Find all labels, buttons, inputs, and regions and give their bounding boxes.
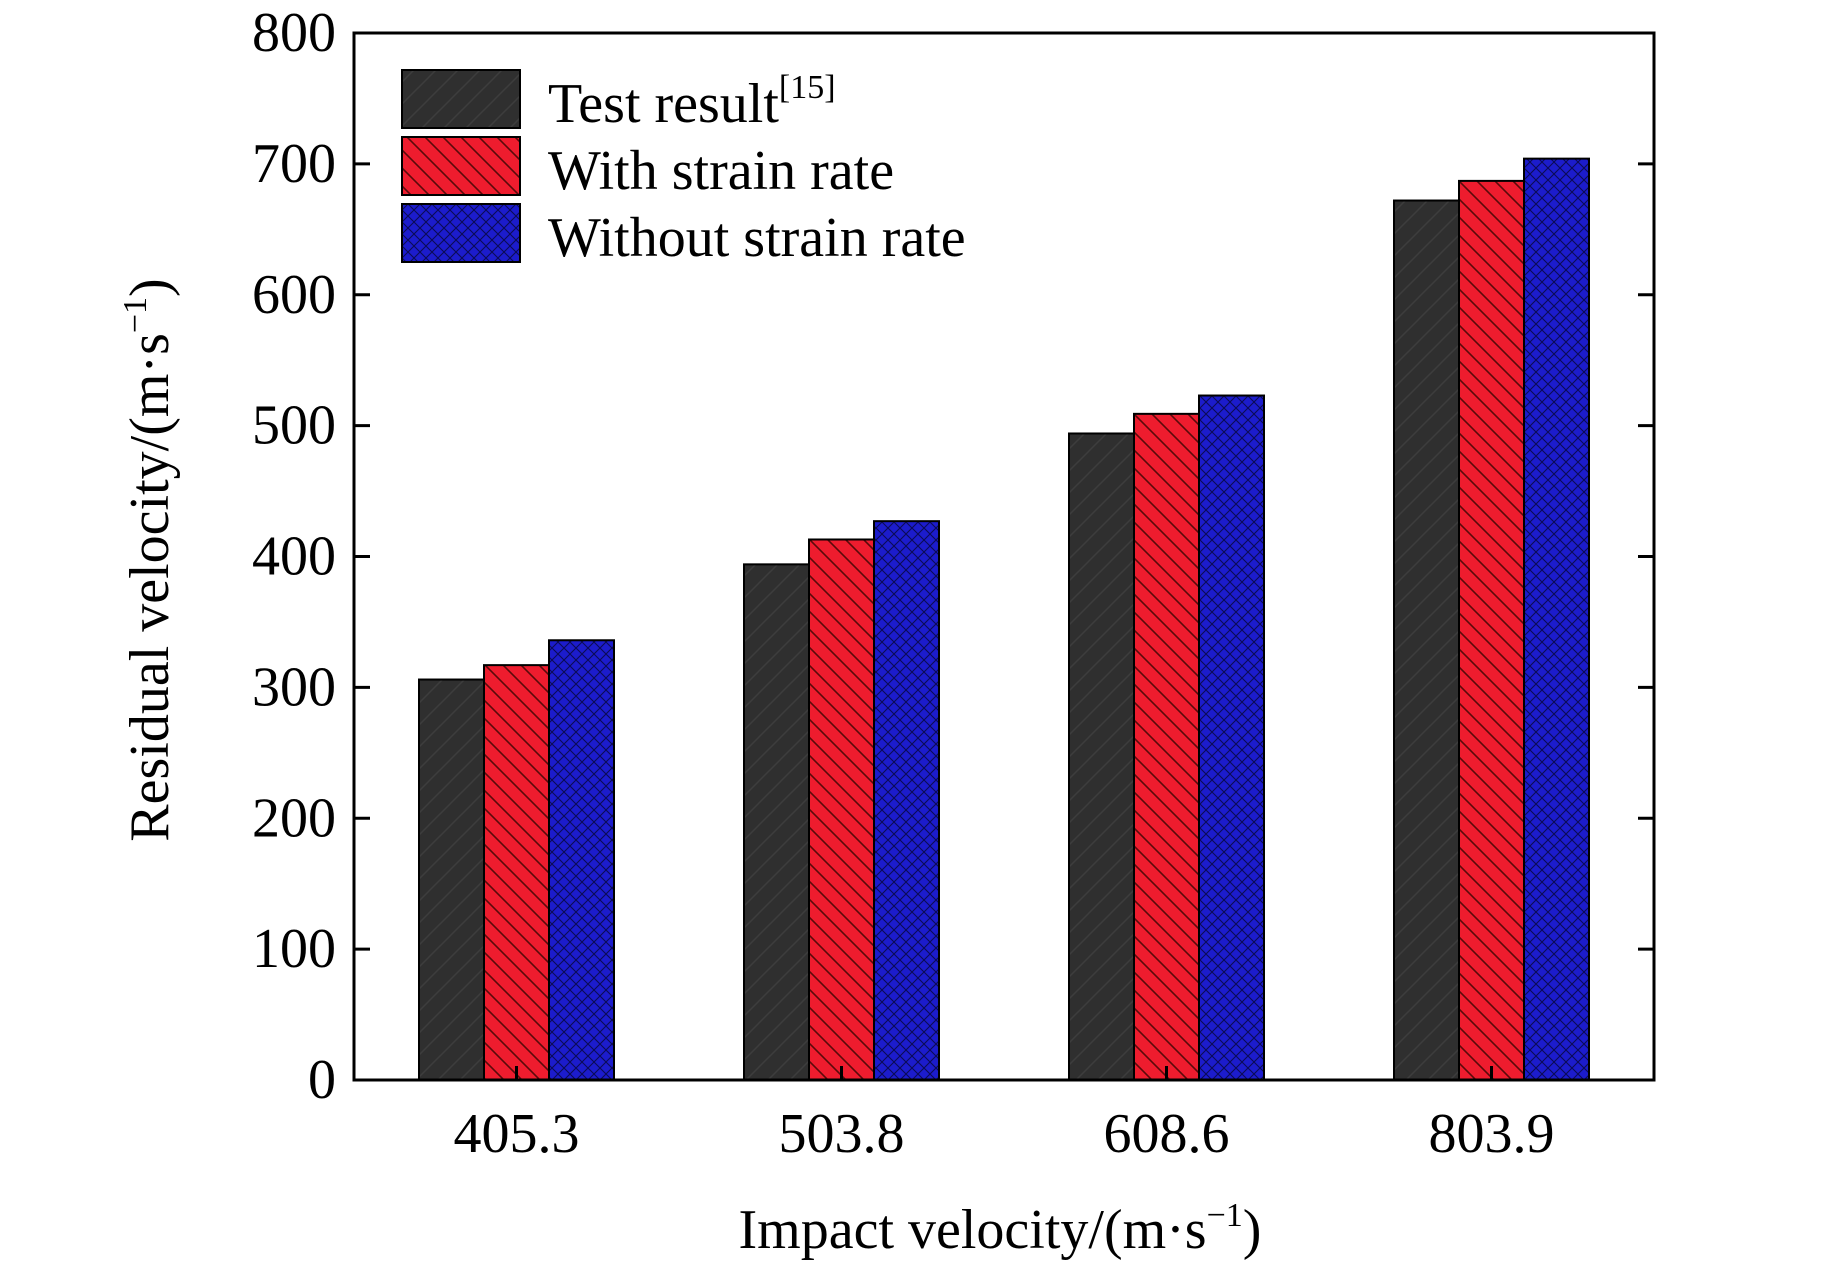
y-tick-label: 0 [308,1049,336,1111]
x-tick-label: 405.3 [454,1103,580,1165]
y-tick-label: 600 [252,264,336,326]
bar-with-strain-rate-503.8 [808,538,875,1081]
bars-group [418,157,1590,1082]
bar-without-strain-rate-803.9 [1523,157,1590,1081]
y-tick-label: 800 [252,2,336,64]
x-tick-label: 803.9 [1429,1103,1555,1165]
x-tick-label: 503.8 [779,1103,905,1165]
bar-test-result-608.6 [1068,432,1135,1082]
y-tick-label: 300 [252,656,336,718]
y-tick-label: 500 [252,395,336,457]
bar-with-strain-rate-803.9 [1458,179,1525,1082]
legend-swatch [401,203,521,263]
x-tick-label: 608.6 [1104,1103,1230,1165]
bar-test-result-405.3 [418,678,485,1082]
y-tick-label: 200 [252,787,336,849]
x-tick-labels: 405.3 503.8 608.6 803.9 [454,1066,1555,1165]
bar-with-strain-rate-405.3 [483,664,550,1081]
bar-test-result-503.8 [743,563,810,1081]
bar-without-strain-rate-405.3 [548,639,615,1081]
y-tick-label: 700 [252,133,336,195]
bar-without-strain-rate-608.6 [1198,394,1265,1081]
legend-label: With strain rate [548,140,894,202]
legend-swatch [401,136,521,196]
plot-frame [352,31,1656,1082]
y-axis-label: Residual velocity/(m·s−1) [117,278,181,841]
bar-with-strain-rate-608.6 [1133,412,1200,1081]
x-axis-label: Impact velocity/(m·s−1) [739,1197,1262,1261]
legend-label: Without strain rate [548,207,966,269]
bar-without-strain-rate-503.8 [873,520,940,1081]
bar-test-result-803.9 [1393,199,1460,1081]
y-tick-label: 400 [252,526,336,588]
y-tick-label: 100 [252,918,336,980]
legend-label: Test result[15] [548,69,836,135]
legend-swatch [401,69,521,129]
y-ticks-group: 0 100 200 300 400 500 600 700 800 [252,2,1654,1111]
